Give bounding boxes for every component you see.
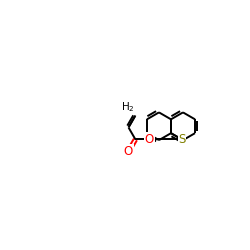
Text: H$_2$: H$_2$ [121, 100, 134, 114]
Text: O: O [124, 145, 133, 158]
Text: S: S [178, 133, 186, 146]
Text: O: O [145, 133, 154, 146]
